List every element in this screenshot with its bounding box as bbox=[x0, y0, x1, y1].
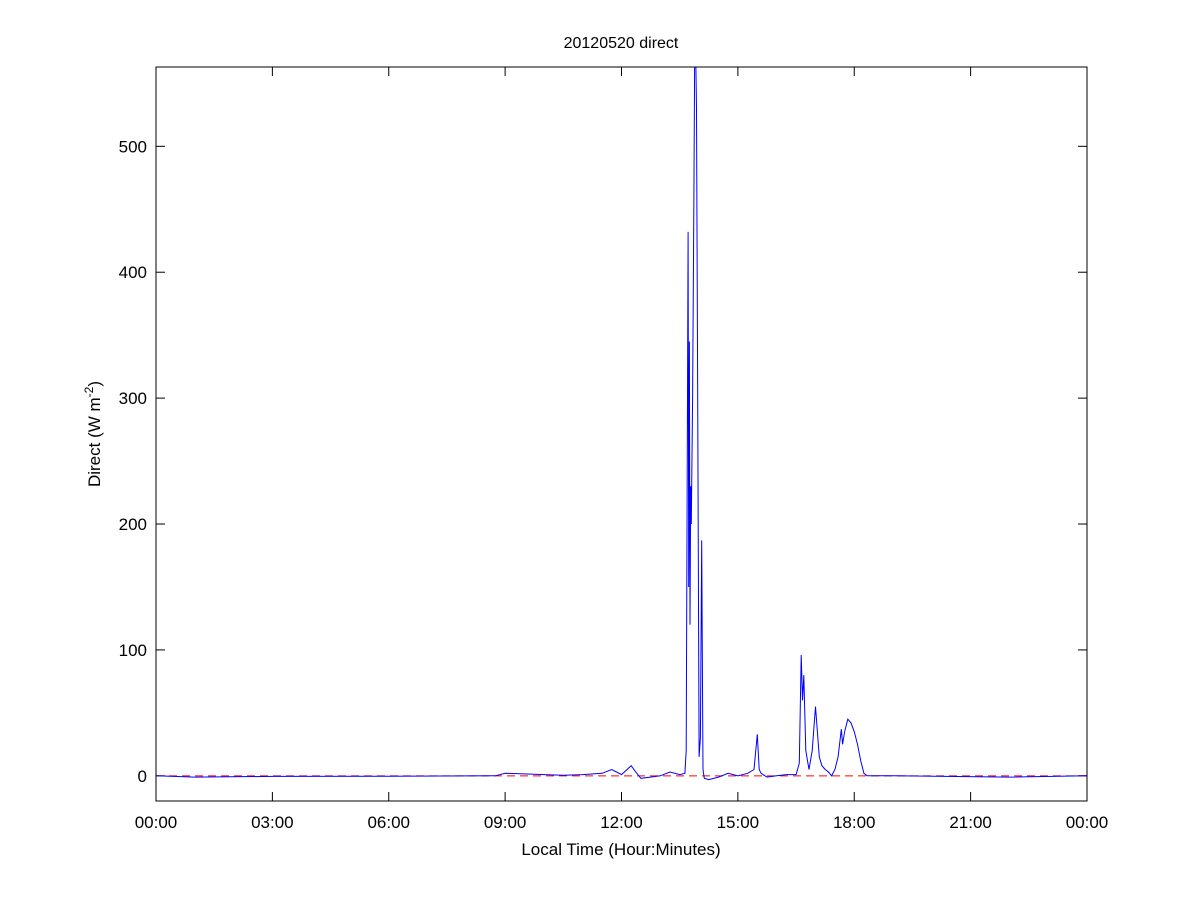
x-tick-label: 00:00 bbox=[1066, 813, 1109, 832]
ticks: 00:00 03:00 06:00 09:00 12:00 15:00 18:00 21:00… bbox=[119, 67, 1109, 832]
y-tick-label: 100 bbox=[119, 641, 147, 660]
y-tick-label: 400 bbox=[119, 263, 147, 282]
y-axis-label: Direct (W m-2) bbox=[82, 381, 104, 487]
x-tick-label: 21:00 bbox=[949, 813, 992, 832]
direct-series-line bbox=[155, 66, 1088, 781]
y-axis-label-end: ) bbox=[85, 381, 104, 387]
plot-area bbox=[156, 67, 1087, 801]
x-axis-label: Local Time (Hour:Minutes) bbox=[521, 840, 720, 859]
y-tick-label: 0 bbox=[138, 767, 147, 786]
chart-title: 20120520 direct bbox=[564, 35, 679, 52]
axes-box bbox=[155, 66, 1088, 802]
y-tick-label: 200 bbox=[119, 515, 147, 534]
data-marks bbox=[155, 66, 1088, 781]
y-tick-label: 300 bbox=[119, 389, 147, 408]
x-tick-label: 09:00 bbox=[484, 813, 527, 832]
x-tick-label: 18:00 bbox=[833, 813, 876, 832]
y-tick-label: 500 bbox=[119, 137, 147, 156]
x-tick-label: 15:00 bbox=[717, 813, 760, 832]
y-axis-label-superscript: -2 bbox=[82, 386, 96, 397]
x-tick-label: 00:00 bbox=[135, 813, 178, 832]
x-tick-label: 06:00 bbox=[367, 813, 410, 832]
x-tick-label: 03:00 bbox=[251, 813, 294, 832]
y-axis-label-main: Direct (W m bbox=[85, 397, 104, 487]
x-tick-label: 12:00 bbox=[600, 813, 643, 832]
